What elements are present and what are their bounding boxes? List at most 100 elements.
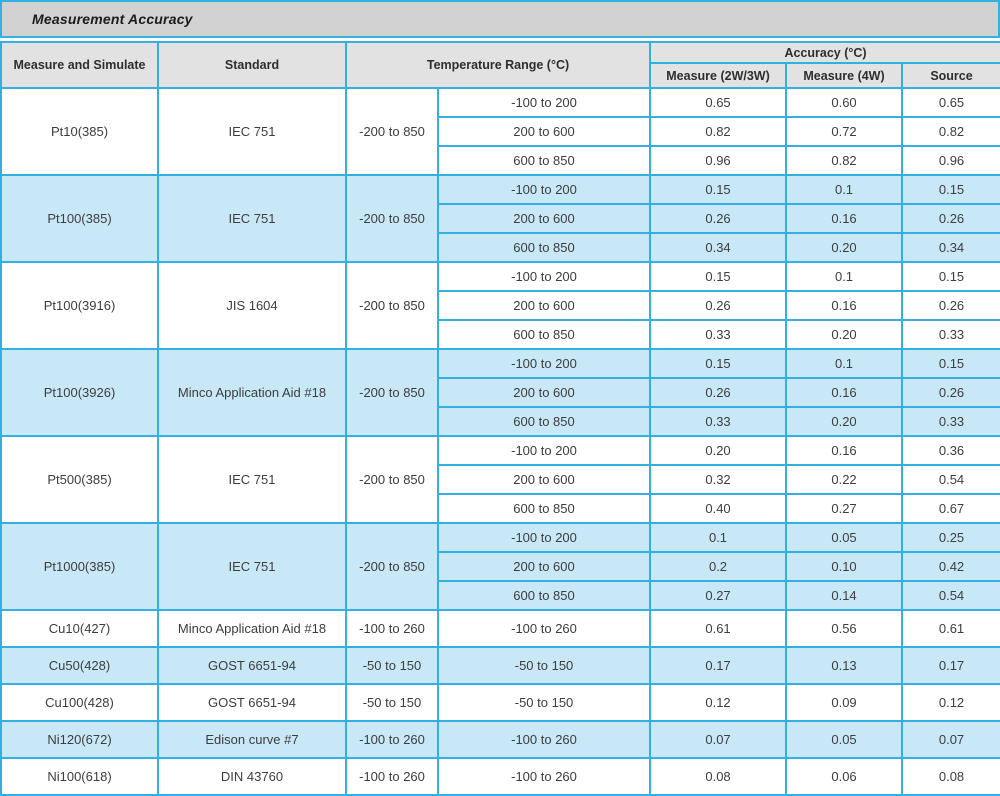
- cell-measure-4w: 0.20: [785, 232, 904, 263]
- cell-measure-4w: 0.1: [785, 174, 904, 205]
- col-header-measure-4w: Measure (4W): [785, 62, 904, 89]
- cell-sub-range: -100 to 200: [436, 87, 652, 118]
- cell-measure-2w3w: 0.20: [649, 435, 788, 466]
- cell-source: 0.15: [901, 174, 1000, 205]
- cell-measure-4w: 0.72: [785, 116, 904, 147]
- cell-sub-range: 200 to 600: [436, 290, 652, 321]
- cell-source: 0.15: [901, 261, 1000, 292]
- table-row: Cu10(427) Minco Application Aid #18 -100 t…: [0, 609, 1000, 648]
- table-row: 600 to 850 0.34 0.20 0.34: [1, 232, 1000, 263]
- cell-measure-4w: 0.16: [785, 435, 904, 466]
- table-row: 600 to 850 0.27 0.14 0.54: [1, 580, 1000, 611]
- cell-source: 0.67: [901, 493, 1000, 524]
- cell-measure-2w3w: 0.27: [649, 580, 788, 611]
- cell-standard: Minco Application Aid #18: [157, 348, 347, 437]
- cell-source: 0.33: [901, 406, 1000, 437]
- cell-measure-simulate: Pt10(385): [0, 87, 159, 176]
- table-row: Pt100(385) IEC 751 -200 to 850 -100 to 200 0…: [0, 174, 1000, 263]
- cell-measure-2w3w: 0.96: [649, 145, 788, 176]
- cell-source: 0.15: [901, 348, 1000, 379]
- cell-measure-4w: 0.16: [785, 290, 904, 321]
- cell-measure-simulate: Ni120(672): [0, 720, 159, 759]
- cell-source: 0.33: [901, 319, 1000, 350]
- cell-sub-range: -50 to 150: [436, 683, 652, 722]
- cell-measure-2w3w: 0.15: [649, 348, 788, 379]
- table-row: 600 to 850 0.40 0.27 0.67: [1, 493, 1000, 524]
- cell-measure-2w3w: 0.34: [649, 232, 788, 263]
- cell-range: -50 to 150: [345, 683, 439, 722]
- measurement-accuracy-table: Measure and Simulate Standard Temperatur…: [0, 41, 1000, 796]
- cell-source: 0.54: [901, 464, 1000, 495]
- cell-measure-4w: 0.20: [785, 406, 904, 437]
- cell-source: 0.26: [901, 377, 1000, 408]
- table-body: Pt10(385) IEC 751 -200 to 850 -100 to 200 0.…: [0, 87, 1000, 796]
- cell-measure-4w: 0.60: [785, 87, 904, 118]
- cell-sub-range: -100 to 200: [436, 435, 652, 466]
- cell-measure-4w: 0.56: [785, 609, 904, 648]
- cell-measure-4w: 0.10: [785, 551, 904, 582]
- cell-measure-2w3w: 0.2: [649, 551, 788, 582]
- table-row: 600 to 850 0.33 0.20 0.33: [1, 319, 1000, 350]
- cell-measure-2w3w: 0.33: [649, 406, 788, 437]
- cell-measure-4w: 0.20: [785, 319, 904, 350]
- cell-sub-range: 200 to 600: [436, 116, 652, 147]
- cell-measure-4w: 0.16: [785, 377, 904, 408]
- cell-standard: Edison curve #7: [157, 720, 347, 759]
- cell-source: 0.65: [901, 87, 1000, 118]
- cell-measure-2w3w: 0.61: [649, 609, 788, 648]
- cell-source: 0.25: [901, 522, 1000, 553]
- cell-measure-2w3w: 0.15: [649, 261, 788, 292]
- col-header-standard: Standard: [157, 41, 347, 89]
- table-row: Pt1000(385) IEC 751 -200 to 850 -100 to 200…: [0, 522, 1000, 611]
- cell-measure-simulate: Pt100(3926): [0, 348, 159, 437]
- cell-measure-4w: 0.1: [785, 348, 904, 379]
- cell-sub-range: -100 to 200: [436, 174, 652, 205]
- cell-measure-4w: 0.16: [785, 203, 904, 234]
- cell-source: 0.36: [901, 435, 1000, 466]
- cell-measure-simulate: Cu10(427): [0, 609, 159, 648]
- cell-sub-range: 600 to 850: [436, 493, 652, 524]
- cell-sub-range: 600 to 850: [436, 319, 652, 350]
- cell-measure-simulate: Ni100(618): [0, 757, 159, 796]
- cell-standard: IEC 751: [157, 435, 347, 524]
- table-row: 600 to 850 0.33 0.20 0.33: [1, 406, 1000, 437]
- cell-sub-range: -100 to 260: [436, 757, 652, 796]
- table-row: 200 to 600 0.26 0.16 0.26: [1, 203, 1000, 234]
- table-title-bar: Measurement Accuracy: [0, 0, 1000, 38]
- cell-sub-range: -100 to 200: [436, 522, 652, 553]
- cell-sub-range: 200 to 600: [436, 464, 652, 495]
- table-row: 200 to 600 0.26 0.16 0.26: [1, 377, 1000, 408]
- cell-range: -200 to 850: [345, 261, 439, 350]
- cell-measure-4w: 0.13: [785, 646, 904, 685]
- cell-source: 0.96: [901, 145, 1000, 176]
- cell-range: -100 to 260: [345, 609, 439, 648]
- table-row: Cu100(428) GOST 6651-94 -50 to 150 -50 to 1…: [0, 683, 1000, 722]
- cell-measure-4w: 0.06: [785, 757, 904, 796]
- cell-range: -50 to 150: [345, 646, 439, 685]
- cell-sub-range: 200 to 600: [436, 551, 652, 582]
- cell-standard: GOST 6651-94: [157, 683, 347, 722]
- table-row: 600 to 850 0.96 0.82 0.96: [1, 145, 1000, 176]
- cell-standard: IEC 751: [157, 174, 347, 263]
- cell-measure-4w: 0.14: [785, 580, 904, 611]
- table-header: Measure and Simulate Standard Temperatur…: [0, 41, 1000, 89]
- col-header-measure-simulate: Measure and Simulate: [0, 41, 159, 89]
- cell-sub-range: 600 to 850: [436, 580, 652, 611]
- cell-range: -200 to 850: [345, 522, 439, 611]
- cell-sub-range: 600 to 850: [436, 406, 652, 437]
- cell-source: 0.26: [901, 290, 1000, 321]
- cell-sub-range: -100 to 200: [436, 348, 652, 379]
- cell-source: 0.34: [901, 232, 1000, 263]
- cell-sub-range: -100 to 200: [436, 261, 652, 292]
- cell-measure-2w3w: 0.40: [649, 493, 788, 524]
- cell-standard: JIS 1604: [157, 261, 347, 350]
- table-row: Ni120(672) Edison curve #7 -100 to 260 -100…: [0, 720, 1000, 759]
- cell-source: 0.07: [901, 720, 1000, 759]
- cell-measure-2w3w: 0.26: [649, 290, 788, 321]
- cell-measure-simulate: Pt100(3916): [0, 261, 159, 350]
- cell-measure-2w3w: 0.17: [649, 646, 788, 685]
- cell-measure-simulate: Cu100(428): [0, 683, 159, 722]
- cell-measure-simulate: Pt1000(385): [0, 522, 159, 611]
- cell-source: 0.08: [901, 757, 1000, 796]
- table-row: Pt10(385) IEC 751 -200 to 850 -100 to 200 0.…: [0, 87, 1000, 176]
